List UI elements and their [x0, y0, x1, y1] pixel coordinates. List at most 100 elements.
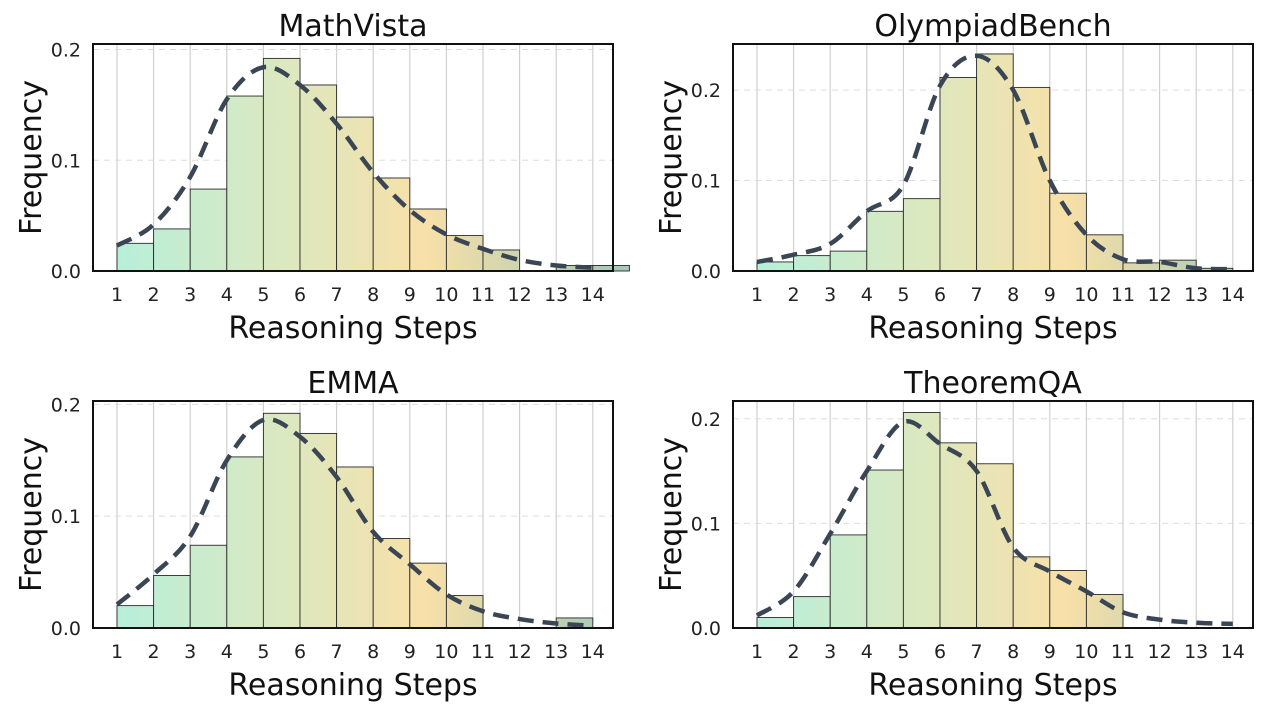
y-tick-label: 0.0	[51, 261, 81, 283]
kde-line	[756, 53, 1233, 272]
bar	[793, 596, 831, 629]
x-tick-label: 1	[111, 641, 123, 663]
y-tick-label: 0.1	[691, 171, 721, 193]
bar	[336, 116, 374, 272]
y-tick-label: 0.2	[691, 80, 721, 102]
x-axis-label: Reasoning Steps	[868, 668, 1117, 703]
bar	[409, 562, 447, 629]
x-tick-label: 1	[111, 284, 123, 306]
bar	[116, 605, 155, 629]
x-tick-label: 6	[934, 284, 946, 306]
x-tick-label: 11	[1111, 284, 1135, 306]
y-axis-label: Frequency	[14, 80, 49, 235]
bar	[756, 261, 795, 272]
bar	[829, 534, 868, 629]
bars	[756, 53, 1234, 272]
x-tick-label: 4	[221, 641, 233, 663]
bar	[153, 574, 191, 629]
x-tick-label: 11	[1111, 641, 1135, 663]
x-tick-label: 14	[1221, 641, 1245, 663]
y-axis-label: Frequency	[654, 437, 689, 592]
x-tick-label: 12	[1148, 284, 1172, 306]
panel-title: TheoremQA	[903, 366, 1082, 401]
x-tick-label: 8	[1007, 641, 1019, 663]
bar	[976, 53, 1014, 272]
kde-curve	[755, 419, 1233, 627]
bar	[226, 95, 264, 272]
x-tick-label: 7	[331, 641, 343, 663]
x-tick-label: 3	[184, 641, 196, 663]
y-ticks: 0.0 0.1 0.2	[691, 80, 721, 283]
axes-frame	[92, 43, 614, 272]
x-tick-label: 4	[861, 641, 873, 663]
y-ticks: 0.0 0.1 0.2	[51, 394, 81, 640]
bar	[299, 84, 338, 272]
bar	[793, 255, 831, 272]
x-ticks: 1 2 3 4 5 6 7 8 9 10 11 12 13 14	[751, 641, 1245, 663]
bar	[1085, 234, 1124, 272]
x-tick-label: 7	[971, 641, 983, 663]
kde-line	[755, 419, 1233, 627]
bar	[976, 463, 1014, 629]
kde-line	[115, 416, 593, 629]
bar	[1049, 192, 1087, 272]
x-tick-label: 8	[367, 284, 379, 306]
bar	[445, 595, 484, 629]
kde-curve	[115, 64, 593, 270]
x-tick-label: 9	[404, 641, 416, 663]
y-tick-label: 0.1	[51, 150, 81, 172]
kde-curve	[756, 53, 1233, 272]
x-axis-label: Reasoning Steps	[868, 311, 1117, 346]
x-tick-label: 1	[751, 641, 763, 663]
panel-theoremqa: TheoremQA 1 2 3 4 5 6 7 8 9 10 11 12 13 14 0.00.10.2 …	[654, 366, 1254, 703]
x-ticks: 1 2 3 4 5 6 7 8 9 10 11 12 13 14	[111, 284, 605, 306]
y-tick-label: 0.1	[51, 506, 81, 528]
x-tick-label: 5	[257, 284, 269, 306]
y-tick-label: 0.0	[691, 261, 721, 283]
x-tick-label: 12	[508, 641, 532, 663]
x-tick-label: 5	[897, 641, 909, 663]
panel-title: OlympiadBench	[874, 9, 1111, 44]
x-tick-label: 13	[544, 641, 568, 663]
bar	[372, 538, 411, 629]
x-tick-label: 12	[508, 284, 532, 306]
kde-line	[115, 64, 593, 270]
x-tick-label: 10	[434, 641, 458, 663]
bar	[1012, 86, 1051, 272]
x-tick-label: 11	[471, 284, 495, 306]
bars	[756, 412, 1124, 629]
x-tick-label: 2	[148, 284, 160, 306]
bar	[189, 544, 228, 629]
bar	[262, 57, 301, 272]
x-tick-label: 14	[581, 641, 605, 663]
y-tick-label: 0.2	[51, 40, 81, 62]
y-ticks: 0.0 0.1 0.2	[691, 409, 721, 640]
x-tick-label: 5	[897, 284, 909, 306]
kde-curve	[115, 416, 593, 629]
bar	[866, 210, 904, 272]
bar	[866, 469, 904, 629]
bar	[939, 442, 978, 629]
bar	[299, 432, 338, 629]
x-ticks: 1 2 3 4 5 6 7 8 9 10 11 12 13 14	[751, 284, 1245, 306]
x-tick-label: 2	[788, 284, 800, 306]
x-tick-label: 5	[257, 641, 269, 663]
bar	[756, 617, 795, 629]
bar	[336, 466, 374, 629]
x-tick-label: 6	[294, 284, 306, 306]
y-tick-label: 0.0	[691, 618, 721, 640]
bars	[116, 412, 594, 629]
bar	[1085, 594, 1124, 629]
y-axis-label: Frequency	[14, 437, 49, 592]
x-tick-label: 6	[934, 641, 946, 663]
x-tick-label: 4	[221, 284, 233, 306]
y-axis-label: Frequency	[654, 80, 689, 235]
x-tick-label: 3	[184, 284, 196, 306]
bar	[939, 77, 978, 272]
bar	[226, 456, 264, 629]
axes-frame	[732, 43, 1254, 272]
x-tick-label: 13	[1184, 284, 1208, 306]
x-tick-label: 13	[544, 284, 568, 306]
bar	[409, 208, 447, 272]
x-tick-label: 7	[331, 284, 343, 306]
